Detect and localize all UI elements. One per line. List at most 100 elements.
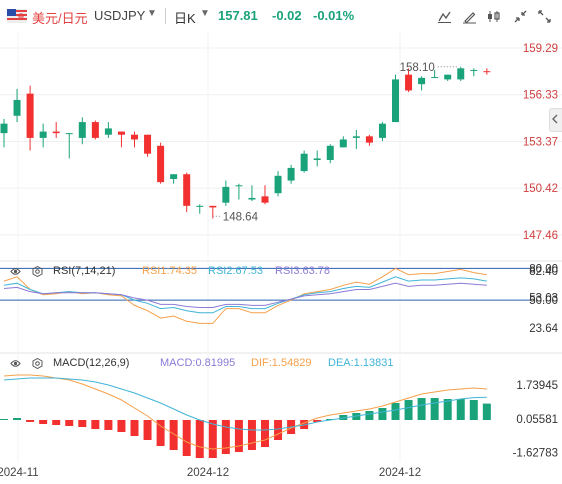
rsi3-value: RSI3:63.78 (275, 265, 331, 277)
low-label: 148.64 (223, 211, 259, 223)
high-label: 158.10 (400, 62, 435, 74)
candle-body (0, 123, 8, 134)
macd-bar (221, 420, 230, 454)
candle (300, 150, 308, 173)
macd-bar (182, 420, 191, 456)
candle-body (13, 99, 21, 116)
candle (365, 134, 373, 146)
compare-icon[interactable] (437, 9, 452, 24)
candle-body (418, 77, 426, 85)
chart-canvas[interactable]: 158.10 148.64 159.29 156.33 153.37 150.42 147… (0, 32, 562, 484)
candle (392, 74, 399, 123)
macd-bar (404, 400, 413, 420)
candle (483, 68, 491, 75)
macd-bar (378, 408, 387, 420)
candle (0, 118, 8, 148)
candle (78, 117, 86, 145)
macd-bar (234, 420, 243, 452)
candle (352, 129, 360, 149)
expand-icon[interactable] (537, 9, 552, 24)
y-tick-label: 156.33 (523, 90, 558, 102)
x-tick-label: 2024-12 (379, 467, 421, 479)
macd-bar (39, 420, 48, 424)
candle-body (52, 131, 60, 134)
rsi-tick-label: 23.64 (529, 323, 558, 335)
rsi-line-1 (3, 267, 487, 324)
eye-icon[interactable] (10, 266, 21, 277)
collapse-icon[interactable] (513, 9, 528, 24)
candle (104, 122, 112, 138)
macd-bar (143, 420, 152, 440)
pair-name-cn[interactable]: 美元/日元 (32, 11, 88, 26)
macd-bar (52, 420, 61, 425)
macd-tick-label: 0.05581 (516, 414, 558, 426)
candle-body (157, 145, 165, 183)
macd-bar (456, 399, 465, 420)
candle (287, 164, 295, 184)
macd-bar (443, 399, 452, 420)
candle (131, 131, 138, 148)
candle (117, 131, 125, 148)
period-selector[interactable]: 日K (174, 11, 196, 26)
macd-bar (156, 420, 165, 446)
candle (339, 136, 347, 148)
indicator-icon[interactable] (486, 9, 501, 24)
macd-bar (261, 420, 269, 447)
candle-body (91, 122, 99, 138)
candle-body (365, 136, 373, 143)
macd-bar (117, 420, 126, 432)
flag-icon (7, 9, 27, 23)
candle (444, 74, 452, 81)
candle (183, 172, 191, 213)
price-change: -0.02 (272, 8, 302, 23)
x-tick-label: 2024-11 (0, 467, 39, 479)
candle-body (196, 205, 204, 207)
candle (378, 122, 386, 142)
candle-body (339, 139, 347, 148)
candle-body (378, 123, 386, 138)
last-price: 157.81 (218, 8, 258, 23)
candle (313, 150, 321, 167)
macd-value: MACD:0.81995 (160, 357, 236, 369)
macd-bar (417, 398, 426, 420)
candle (157, 142, 165, 184)
candle-body (248, 197, 256, 200)
candle (405, 68, 413, 93)
chevron-down-icon[interactable]: ▼ (147, 8, 157, 19)
candle-body (183, 174, 191, 206)
gear-icon[interactable] (32, 358, 43, 369)
x-tick-label: 2024-12 (187, 467, 229, 479)
chevron-left-icon[interactable] (550, 109, 561, 129)
candle-body (65, 133, 73, 135)
dif-line (3, 374, 487, 450)
y-tick-label: 153.37 (523, 137, 558, 149)
candle-body (470, 69, 478, 71)
macd-bar (195, 420, 204, 458)
candle-body (78, 122, 86, 138)
candle-body (261, 196, 269, 203)
macd-bar (91, 420, 100, 429)
candle-body (300, 153, 308, 172)
candle-body (170, 174, 178, 179)
candle (39, 123, 47, 148)
dif-value: DIF:1.54829 (251, 357, 312, 369)
candle (470, 68, 478, 77)
rsi2-value: RSI2:67.53 (208, 265, 264, 277)
candle-body (274, 175, 282, 194)
candle (248, 185, 256, 202)
macd-bar (130, 420, 139, 436)
price-change-pct: -0.01% (313, 8, 355, 23)
candle (431, 69, 439, 79)
candle-body (392, 79, 399, 123)
candle (13, 88, 21, 123)
side-panel-toggle[interactable] (549, 108, 562, 132)
gear-icon[interactable] (32, 266, 43, 277)
symbol-label[interactable]: USDJPY (94, 8, 146, 23)
draw-icon[interactable] (462, 9, 477, 24)
macd-legend: MACD(12,26,9) MACD:0.81995 DIF:1.54829 D… (8, 356, 428, 372)
candle-body (39, 131, 47, 138)
candle (196, 204, 204, 214)
eye-icon[interactable] (10, 358, 21, 369)
y-tick-label: 147.46 (523, 230, 558, 242)
chevron-down-icon[interactable]: ▼ (200, 8, 210, 19)
